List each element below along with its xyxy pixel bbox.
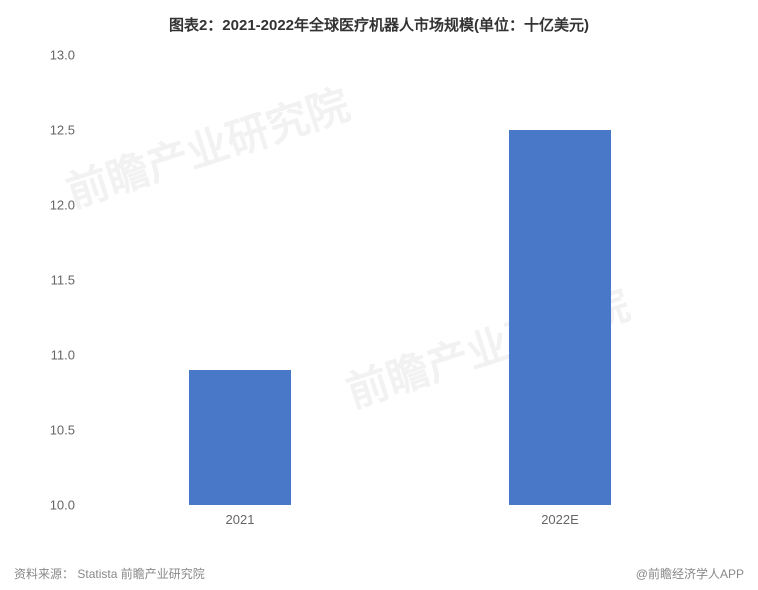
- y-axis-tick: 13.0: [35, 48, 75, 63]
- footer: 资料来源： Statista 前瞻产业研究院 @前瞻经济学人APP: [14, 565, 744, 582]
- x-axis-tick: 2022E: [541, 512, 579, 527]
- chart-title: 图表2：2021-2022年全球医疗机器人市场规模(单位：十亿美元): [0, 0, 758, 35]
- source-line: 资料来源： Statista 前瞻产业研究院: [14, 565, 205, 582]
- bar: [189, 370, 291, 505]
- copyright: @前瞻经济学人APP: [636, 565, 744, 582]
- chart-area: 前瞻产业研究院 前瞻产业研究院 10.010.511.011.512.012.5…: [80, 55, 720, 525]
- y-axis-tick: 11.5: [35, 273, 75, 288]
- y-axis-tick: 11.0: [35, 348, 75, 363]
- y-axis-tick: 12.5: [35, 123, 75, 138]
- y-axis-tick: 12.0: [35, 198, 75, 213]
- source-text: Statista 前瞻产业研究院: [77, 567, 204, 581]
- plot-region: 10.010.511.011.512.012.513.020212022E: [80, 55, 720, 505]
- source-label: 资料来源：: [14, 567, 74, 581]
- bar: [509, 130, 611, 505]
- y-axis-tick: 10.0: [35, 498, 75, 513]
- y-axis-tick: 10.5: [35, 423, 75, 438]
- x-axis-tick: 2021: [226, 512, 255, 527]
